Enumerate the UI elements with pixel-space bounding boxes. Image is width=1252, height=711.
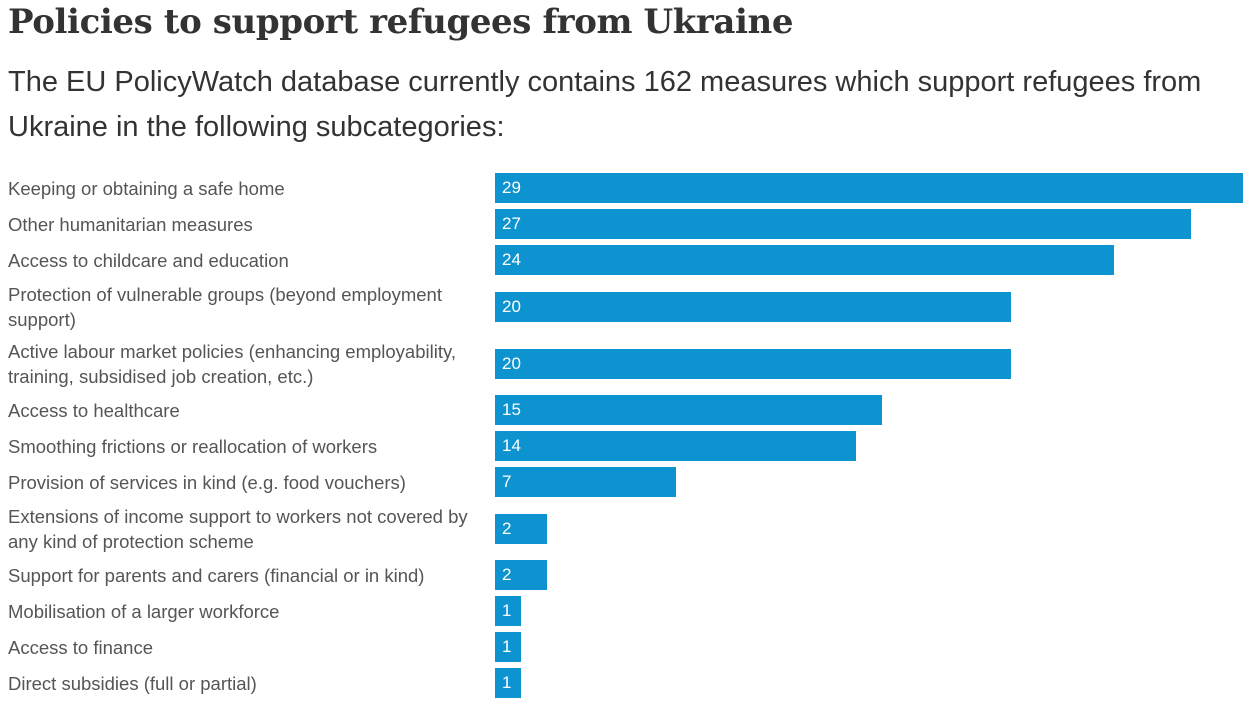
category-label: Protection of vulnerable groups (beyond …: [8, 283, 442, 330]
category-label: Provision of services in kind (e.g. food…: [8, 471, 406, 493]
bar-value-label: 27: [502, 214, 521, 233]
bar: [495, 560, 547, 590]
bar-value-label: 2: [502, 518, 512, 538]
bar: [495, 245, 1115, 275]
bar: [495, 395, 882, 425]
bar: [495, 467, 676, 497]
bar-value-label: 15: [502, 400, 521, 419]
bar-value-label: 20: [502, 353, 521, 373]
bar: [495, 513, 547, 544]
bar-value-label: 7: [502, 472, 512, 491]
bar: [495, 291, 1011, 322]
bar-value-label: 1: [502, 673, 512, 692]
bar-value-label: 14: [502, 436, 521, 455]
category-label: Extensions of income support to workers …: [8, 505, 468, 552]
chart-subtitle: The EU PolicyWatch database currently co…: [8, 66, 1202, 143]
category-label: Access to finance: [8, 636, 153, 658]
bar: [495, 596, 521, 626]
category-label: Support for parents and carers (financia…: [8, 564, 425, 586]
bar-value-label: 2: [502, 565, 512, 584]
bar: [495, 668, 521, 698]
chart-title: Policies to support refugees from Ukrain…: [8, 2, 794, 42]
bar-value-label: 24: [502, 250, 521, 269]
category-label: Direct subsidies (full or partial): [8, 672, 257, 694]
bar: [495, 173, 1243, 203]
bar-value-label: 29: [502, 178, 521, 197]
category-label: Active labour market policies (enhancing…: [8, 340, 456, 387]
category-label: Keeping or obtaining a safe home: [8, 177, 285, 199]
category-label: Mobilisation of a larger workforce: [8, 600, 280, 622]
bar: [495, 209, 1192, 239]
bar-value-label: 1: [502, 637, 512, 656]
category-label: Access to childcare and education: [8, 249, 289, 271]
bar: [495, 632, 521, 662]
bar-value-label: 20: [502, 296, 521, 316]
bar: [495, 431, 857, 461]
bar-value-label: 1: [502, 601, 512, 620]
category-label: Smoothing frictions or reallocation of w…: [8, 435, 378, 457]
bar: [495, 348, 1011, 379]
category-label: Other humanitarian measures: [8, 213, 253, 235]
category-label: Access to healthcare: [8, 399, 180, 421]
